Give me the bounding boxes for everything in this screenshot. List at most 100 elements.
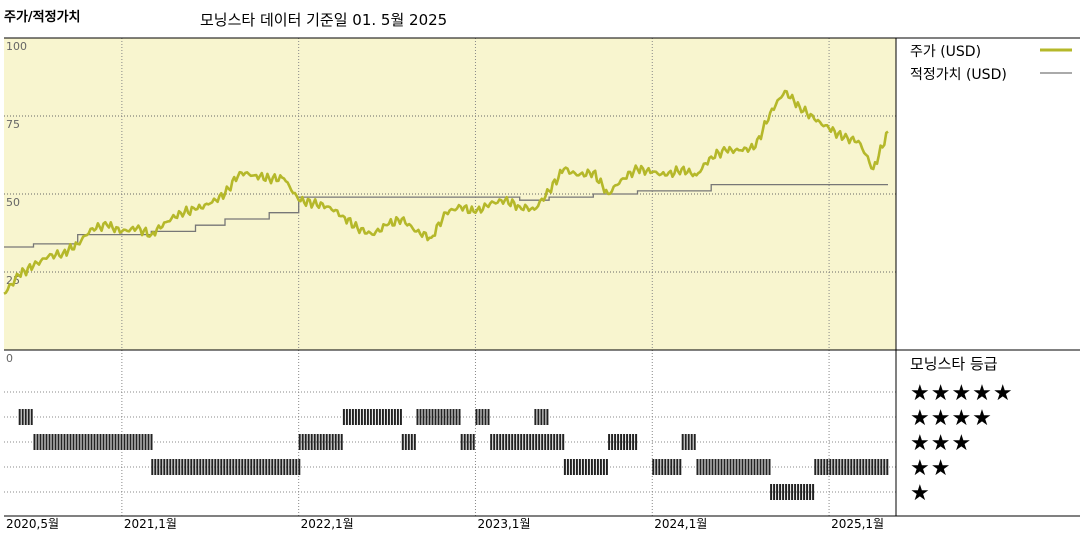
rating-bar-stripe: [416, 409, 419, 425]
rating-bar-stripe: [729, 459, 732, 475]
rating-bar-stripe: [150, 434, 153, 450]
rating-bar-stripe: [310, 434, 313, 450]
rating-bar-stripe: [348, 409, 351, 425]
rating-bar-stripe: [547, 434, 550, 450]
rating-bar-stripe: [562, 434, 565, 450]
rating-bar-stripe: [280, 459, 283, 475]
rating-bar-stripe: [434, 409, 437, 425]
rating-bar-stripe: [217, 459, 220, 475]
rating-bar-stripe: [738, 459, 741, 475]
rating-bar-stripe: [319, 434, 322, 450]
rating-bar-stripe: [484, 409, 487, 425]
rating-bar-stripe: [850, 459, 853, 475]
rating-bar-stripe: [460, 434, 463, 450]
rating-bar-stripe: [868, 459, 871, 475]
rating-bar-stripe: [661, 459, 664, 475]
rating-bar-stripe: [229, 459, 232, 475]
rating-bar-stripe: [681, 434, 684, 450]
rating-bar-stripe: [803, 484, 806, 500]
rating-bar-stripe: [481, 409, 484, 425]
legend-price-label: 주가 (USD): [910, 44, 981, 60]
rating-bar-stripe: [129, 434, 132, 450]
rating-bar-stripe: [853, 459, 856, 475]
rating-level-2-stars: ★★: [910, 456, 951, 481]
rating-bar-stripe: [190, 459, 193, 475]
rating-bar-stripe: [886, 459, 889, 475]
rating-bar-stripe: [859, 459, 862, 475]
rating-bar-stripe: [602, 459, 605, 475]
rating-bar-stripe: [856, 459, 859, 475]
rating-bar-stripe: [717, 459, 720, 475]
rating-bar-stripe: [505, 434, 508, 450]
rating-bar-stripe: [652, 459, 655, 475]
rating-bar-stripe: [96, 434, 99, 450]
rating-bar-stripe: [45, 434, 48, 450]
rating-bar-stripe: [235, 459, 238, 475]
rating-bar-stripe: [301, 434, 304, 450]
rating-bar-stripe: [144, 434, 147, 450]
rating-bar-stripe: [378, 409, 381, 425]
rating-bar-stripe: [499, 434, 502, 450]
rating-bar-stripe: [655, 459, 658, 475]
rating-bar-stripe: [163, 459, 166, 475]
rating-star-levels: ★★★★★★★★★★★★★★★: [910, 381, 1013, 506]
rating-period-2-stars: [814, 459, 889, 475]
rating-bar-stripe: [265, 459, 268, 475]
rating-bar-stripe: [534, 409, 537, 425]
rating-period-3-stars: [460, 434, 475, 450]
rating-bar-stripe: [298, 434, 301, 450]
rating-bar-stripe: [765, 459, 768, 475]
rating-bar-stripe: [614, 434, 617, 450]
rating-bar-stripe: [865, 459, 868, 475]
rating-bar-stripe: [431, 409, 434, 425]
rating-bar-stripe: [78, 434, 81, 450]
rating-bars: [18, 409, 889, 500]
rating-bar-stripe: [841, 459, 844, 475]
rating-bar-stripe: [520, 434, 523, 450]
rating-bar-stripe: [759, 459, 762, 475]
rating-bar-stripe: [463, 434, 466, 450]
y-tick-label: 0: [6, 352, 13, 365]
rating-bar-stripe: [753, 459, 756, 475]
rating-bar-stripe: [629, 434, 632, 450]
rating-bar-stripe: [357, 409, 360, 425]
rating-bar-stripe: [283, 459, 286, 475]
rating-bar-stripe: [705, 459, 708, 475]
rating-period-4-stars: [475, 409, 490, 425]
rating-bar-stripe: [214, 459, 217, 475]
rating-bar-stripe: [797, 484, 800, 500]
rating-bar-stripe: [114, 434, 117, 450]
rating-bar-stripe: [514, 434, 517, 450]
rating-bar-stripe: [785, 484, 788, 500]
rating-bar-stripe: [605, 459, 608, 475]
rating-bar-stripe: [696, 459, 699, 475]
rating-period-2-stars: [652, 459, 682, 475]
rating-period-1-stars: [770, 484, 815, 500]
fair-value-line: [4, 183, 888, 248]
rating-bar-stripe: [493, 434, 496, 450]
rating-bar-stripe: [354, 409, 357, 425]
rating-bar-stripe: [375, 409, 378, 425]
rating-bar-stripe: [684, 434, 687, 450]
rating-bar-stripe: [307, 434, 310, 450]
rating-bar-stripe: [366, 409, 369, 425]
rating-bar-stripe: [437, 409, 440, 425]
rating-period-3-stars: [33, 434, 153, 450]
rating-bar-stripe: [747, 459, 750, 475]
rating-bar-stripe: [581, 459, 584, 475]
rating-bar-stripe: [304, 434, 307, 450]
rating-bar-stripe: [63, 434, 66, 450]
rating-bar-stripe: [407, 434, 410, 450]
rating-bar-stripe: [563, 459, 566, 475]
rating-bar-stripe: [21, 409, 24, 425]
rating-period-3-stars: [298, 434, 343, 450]
rating-bar-stripe: [812, 484, 815, 500]
rating-bar-stripe: [428, 409, 431, 425]
rating-bar-stripe: [138, 434, 141, 450]
rating-bar-stripe: [611, 434, 614, 450]
rating-bar-stripe: [169, 459, 172, 475]
rating-bar-stripe: [271, 459, 274, 475]
rating-bar-stripe: [511, 434, 514, 450]
rating-bar-stripe: [241, 459, 244, 475]
rating-bar-stripe: [69, 434, 72, 450]
